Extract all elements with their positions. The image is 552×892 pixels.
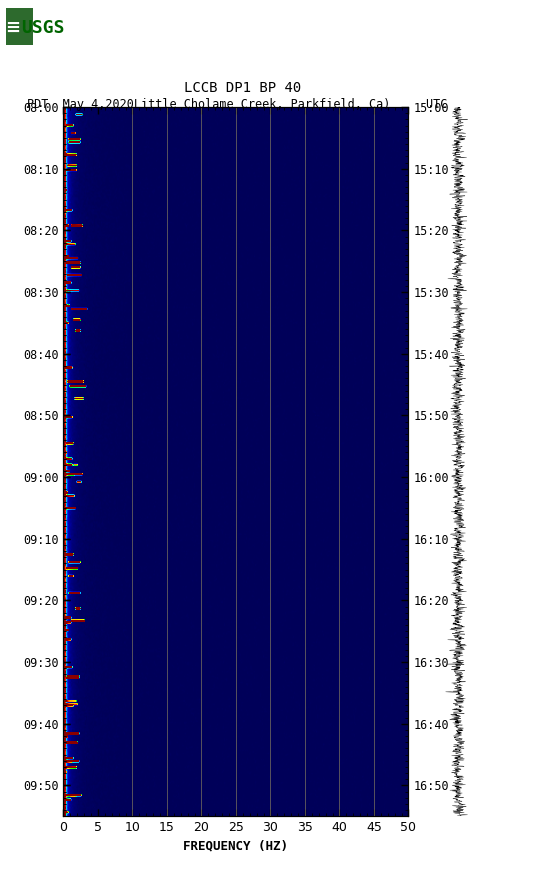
Text: USGS: USGS bbox=[22, 19, 65, 37]
X-axis label: FREQUENCY (HZ): FREQUENCY (HZ) bbox=[183, 839, 289, 853]
FancyBboxPatch shape bbox=[6, 8, 33, 45]
Text: ≡: ≡ bbox=[6, 19, 20, 37]
Text: PDT  May 4,2020Little Cholame Creek, Parkfield, Ca)     UTC: PDT May 4,2020Little Cholame Creek, Park… bbox=[27, 97, 448, 111]
Text: LCCB DP1 BP 40: LCCB DP1 BP 40 bbox=[184, 80, 301, 95]
